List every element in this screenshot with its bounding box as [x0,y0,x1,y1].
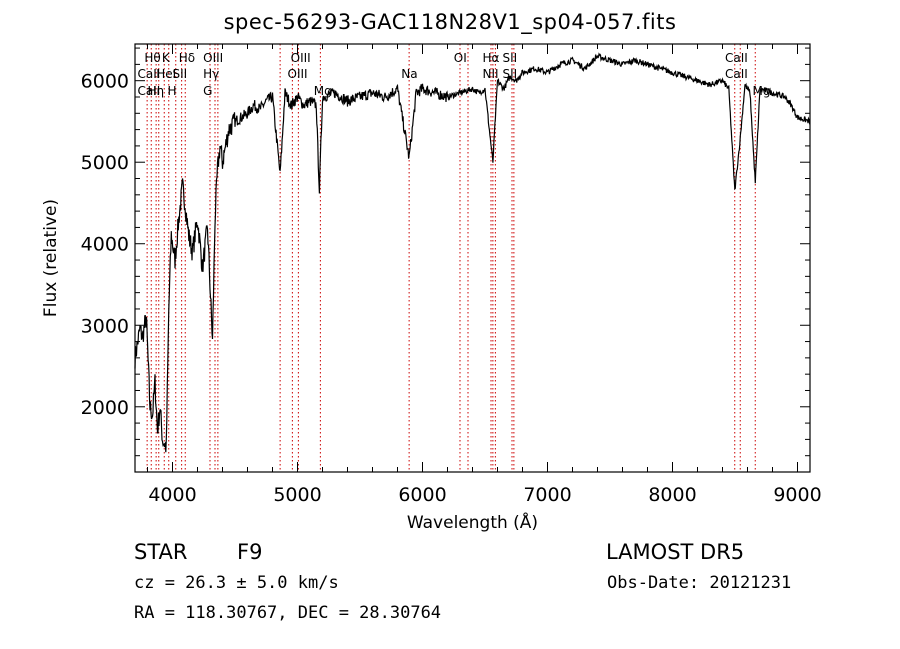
marker-label: OIII [288,67,308,81]
marker-label: SII [173,67,188,81]
chart-title: spec-56293-GAC118N28V1_sp04-057.fits [223,10,677,34]
object-class: STAR [134,540,188,564]
y-tick-label: 2000 [81,397,129,419]
marker-label: Hθ [144,51,160,65]
marker-label: G [203,84,212,98]
marker-label: H [168,84,177,98]
subclass: F9 [237,540,263,564]
y-axis: 2000 3000 4000 5000 6000 [81,47,810,457]
marker-label: OI [454,51,467,65]
survey-label: LAMOST DR5 [606,540,745,564]
marker-label: Mg [314,84,332,98]
x-tick-label: 8000 [648,484,696,506]
plot-frame [134,43,811,473]
marker-label: SII [503,67,518,81]
marker-label: CaII [725,51,748,65]
line-markers [146,44,756,472]
marker-label: NII [483,67,499,81]
marker-label: Hα [483,51,500,65]
marker-label: CaII [138,84,161,98]
y-tick-label: 3000 [81,315,129,337]
redshift-value: cz = 26.3 ± 5.0 km/s [134,573,339,593]
marker-label: OIII [203,51,223,65]
marker-label: CaII [725,67,748,81]
marker-label: SII [503,51,518,65]
spectrum-line [134,52,811,453]
x-tick-label: 6000 [398,484,446,506]
marker-label: HeI [156,67,176,81]
x-axis-label: Wavelength (Å) [407,511,538,533]
x-tick-label: 9000 [773,484,821,506]
y-tick-label: 6000 [81,71,129,93]
marker-label: CaII [138,67,161,81]
marker-label: K [162,51,171,65]
marker-label: Hγ [203,67,219,81]
x-axis: 4000 5000 6000 7000 8000 9000 [147,44,822,506]
y-axis-label: Flux (relative) [41,199,61,317]
x-tick-label: 7000 [523,484,571,506]
x-tick-label: 5000 [273,484,321,506]
y-tick-label: 5000 [81,152,129,174]
marker-label: Hδ [179,51,195,65]
coordinates: RA = 118.30767, DEC = 28.30764 [134,603,442,623]
marker-label: Na [401,67,417,81]
marker-label: OIII [291,51,311,65]
observation-date: Obs-Date: 20121231 [607,573,792,593]
marker-label: Hη [148,84,165,98]
y-tick-label: 4000 [81,234,129,256]
x-tick-label: 4000 [148,484,196,506]
